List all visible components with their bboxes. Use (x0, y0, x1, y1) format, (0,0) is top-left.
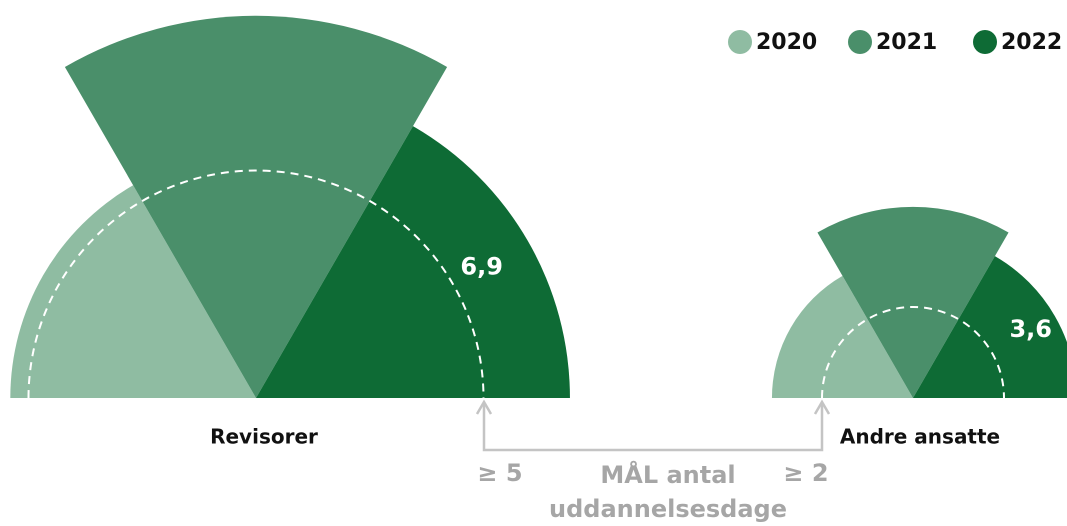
category-title: Revisorer (210, 425, 318, 449)
arrow-head (813, 399, 831, 415)
sector (913, 256, 1067, 398)
sector (771, 275, 913, 398)
target-arc (821, 306, 1005, 399)
annotation: uddannelsesdage (549, 495, 787, 523)
connector-line (482, 404, 824, 452)
category-title: Andre ansatte (840, 425, 1000, 449)
legend-swatch (848, 30, 872, 54)
arrow-head (475, 399, 493, 415)
target-label: ≥ 5 (477, 459, 522, 487)
legend-swatch (973, 30, 997, 54)
annotation: MÅL antal (600, 460, 735, 489)
sector (817, 206, 1009, 398)
legend: 2020 2021 2022 (728, 30, 1062, 55)
legend-label: 2020 (756, 30, 817, 55)
polar-chart: 3,6 Andre ansatte ≥ 2 (771, 206, 1067, 487)
sector (10, 185, 256, 398)
target-connector (475, 399, 831, 452)
value-label: 3,6 (1009, 315, 1052, 343)
legend-swatch (728, 30, 752, 54)
target-arc (27, 169, 485, 399)
legend-label: 2022 (1001, 30, 1062, 55)
target-label: ≥ 2 (783, 459, 828, 487)
legend-label: 2021 (876, 30, 937, 55)
sector (256, 126, 570, 398)
value-label: 6,9 (460, 253, 503, 281)
polar-chart: 6,9 Revisorer ≥ 5 (10, 15, 570, 487)
sector (64, 15, 448, 399)
